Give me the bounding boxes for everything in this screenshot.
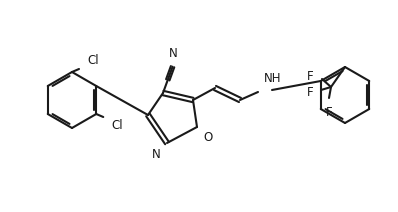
Text: F: F (306, 85, 313, 99)
Text: F: F (307, 71, 314, 84)
Text: N: N (152, 148, 161, 161)
Text: F: F (326, 106, 332, 119)
Text: NH: NH (264, 72, 281, 85)
Text: Cl: Cl (87, 54, 99, 67)
Text: N: N (169, 47, 178, 60)
Text: O: O (203, 131, 212, 144)
Text: Cl: Cl (111, 119, 123, 132)
